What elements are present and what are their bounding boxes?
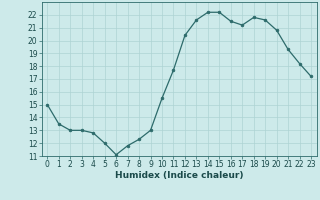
X-axis label: Humidex (Indice chaleur): Humidex (Indice chaleur): [115, 171, 244, 180]
